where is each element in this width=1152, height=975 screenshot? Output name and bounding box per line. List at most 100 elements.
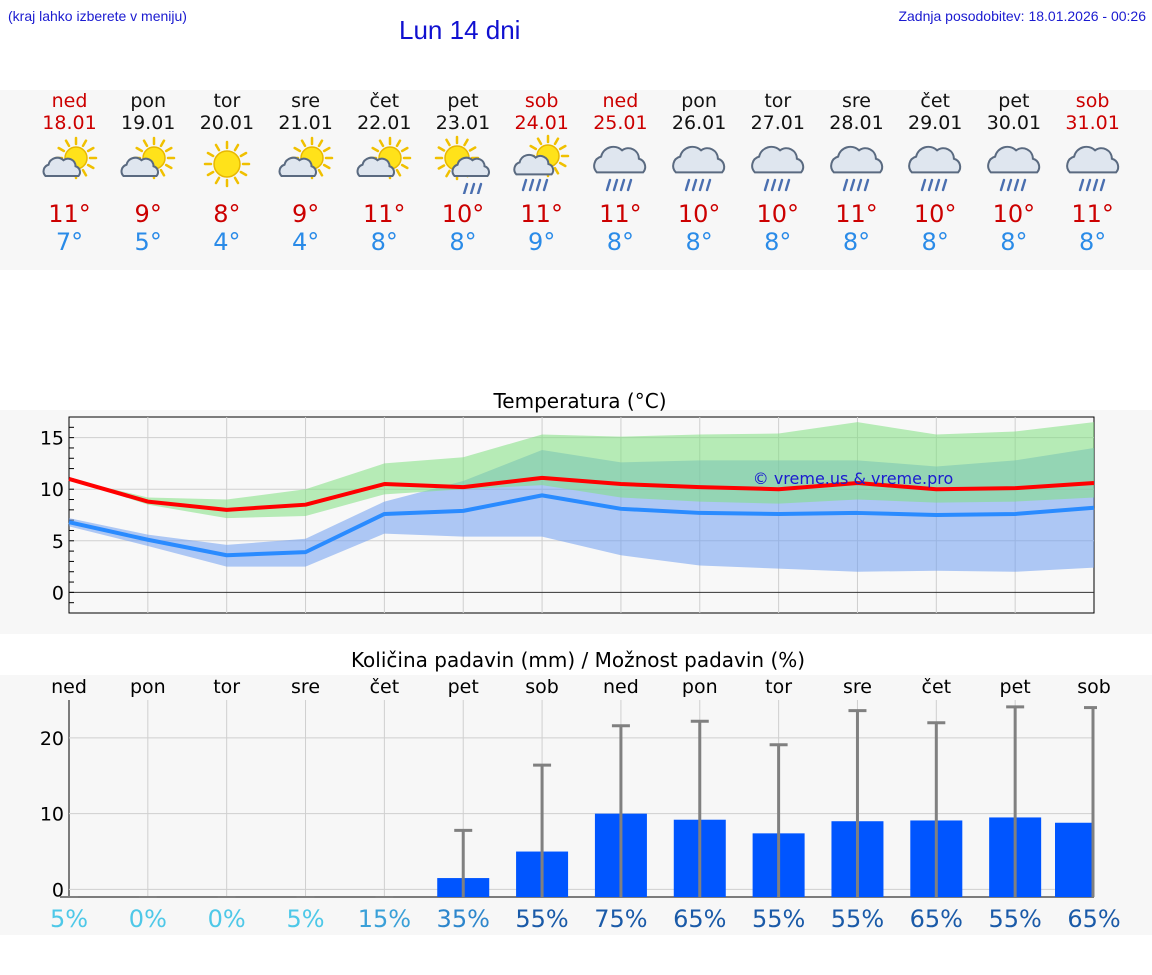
y-tick-label: 15 <box>40 428 64 450</box>
day-date: 22.01 <box>357 112 412 134</box>
day-name: tor <box>213 90 241 112</box>
temp-max: 11° <box>835 200 878 228</box>
x-day-label: tor <box>765 676 792 698</box>
x-day-label: sre <box>291 676 320 698</box>
precip-probability: 0% <box>208 905 246 933</box>
rain-cloud-icon <box>987 145 1041 192</box>
rain-cloud-icon <box>908 145 962 192</box>
day-name: tor <box>764 90 792 112</box>
temp-min: 8° <box>1078 228 1107 256</box>
rain-cloud-icon <box>750 145 804 192</box>
sun-cloud-icon <box>42 136 97 180</box>
rain-cloud-icon <box>593 145 647 192</box>
temp-min: 4° <box>213 228 241 256</box>
day-date: 30.01 <box>986 112 1042 134</box>
precip-probability: 5% <box>286 905 324 933</box>
daily-forecast-band <box>0 90 1152 270</box>
location-hint: (kraj lahko izberete v meniju) <box>8 8 187 24</box>
precip-probability: 15% <box>358 905 411 933</box>
temperature-chart-title: Temperatura (°C) <box>492 389 666 413</box>
x-day-label: ned <box>603 676 639 698</box>
day-name: pet <box>447 90 479 112</box>
max-temp-line <box>68 475 1095 512</box>
precip-probability: 65% <box>673 905 726 933</box>
precipitation-chart-title: Količina padavin (mm) / Možnost padavin … <box>351 648 805 672</box>
day-column: čet 29.01 10° 8° <box>896 90 975 256</box>
temp-min: 8° <box>764 228 792 256</box>
precip-probability: 0% <box>129 905 167 933</box>
precip-probability: 55% <box>752 905 805 933</box>
temp-max: 9° <box>291 200 320 228</box>
y-tick-label: 10 <box>40 804 64 826</box>
day-column: sob 31.01 11° 8° <box>1053 90 1132 256</box>
y-tick-label: 0 <box>52 582 64 604</box>
day-name: ned <box>51 90 88 112</box>
day-date: 29.01 <box>907 112 963 134</box>
day-column: pon 19.01 9° 5° <box>109 90 188 256</box>
precip-probability: 55% <box>988 905 1041 933</box>
day-column: ned 18.01 11° 7° <box>30 90 109 256</box>
temp-max: 10° <box>913 200 957 228</box>
day-name: sre <box>291 90 321 112</box>
rain-cloud-icon <box>829 145 883 192</box>
temp-max: 8° <box>213 200 241 228</box>
day-column: pet 30.01 10° 8° <box>974 90 1053 256</box>
day-name: sob <box>524 90 559 112</box>
sun-rain-icon <box>434 135 490 194</box>
min-temp-line <box>68 493 1095 558</box>
x-day-label: sob <box>525 676 559 698</box>
temp-min: 5° <box>134 228 162 256</box>
day-date: 24.01 <box>514 112 569 134</box>
day-name: čet <box>369 90 400 112</box>
day-column: ned 25.01 11° 8° <box>581 90 660 256</box>
day-date: 19.01 <box>120 112 176 134</box>
day-name: pet <box>998 90 1030 112</box>
y-tick-label: 0 <box>52 879 64 901</box>
rain-cloud-icon <box>672 145 726 192</box>
day-date: 20.01 <box>199 112 255 134</box>
day-column: sob 24.01 11° 9° <box>502 90 581 256</box>
y-tick-label: 5 <box>52 531 64 553</box>
temp-min: 9° <box>528 228 556 256</box>
temp-min: 8° <box>370 228 398 256</box>
sun-cloud-icon <box>120 136 176 180</box>
temp-min: 8° <box>606 228 635 256</box>
rain-cloud-icon <box>1065 145 1119 192</box>
day-column: sre 21.01 9° 4° <box>266 90 345 256</box>
temp-min: 8° <box>685 228 713 256</box>
max-range-band <box>69 422 1094 519</box>
day-column: sre 28.01 11° 8° <box>817 90 896 256</box>
precip-probability: 55% <box>515 905 568 933</box>
temp-max: 10° <box>756 200 800 228</box>
day-column: tor 27.01 10° 8° <box>738 90 817 256</box>
day-name: pon <box>681 90 717 112</box>
temp-max: 10° <box>677 200 721 228</box>
precip-probability: 35% <box>437 905 490 933</box>
day-column: čet 22.01 11° 8° <box>345 90 424 256</box>
day-date: 26.01 <box>671 112 727 134</box>
day-date: 18.01 <box>42 112 97 134</box>
day-name: ned <box>602 90 639 112</box>
day-date: 23.01 <box>435 112 491 134</box>
day-column: tor 20.01 8° 4° <box>187 90 266 256</box>
sun-cloud-rain-icon <box>513 134 569 192</box>
precipitation-chart: 0 10 20 ned pon tor sre čet pet sob ned pon tor sre če… <box>40 676 1121 933</box>
temp-min: 4° <box>291 228 320 256</box>
x-day-label: tor <box>213 676 240 698</box>
temp-min: 8° <box>449 228 477 256</box>
temp-max: 9° <box>134 200 162 228</box>
temp-max: 11° <box>520 200 563 228</box>
x-day-label: pet <box>448 676 479 698</box>
x-day-label: ned <box>51 676 87 698</box>
day-name: čet <box>920 90 950 112</box>
x-day-label: sre <box>843 676 872 698</box>
precip-probability: 65% <box>910 905 963 933</box>
temp-max: 11° <box>363 200 406 228</box>
day-date: 31.01 <box>1065 112 1120 134</box>
sun-icon <box>203 140 251 188</box>
day-date: 28.01 <box>829 112 884 134</box>
temp-max: 11° <box>48 200 91 228</box>
day-column: pon 26.01 10° 8° <box>660 90 739 256</box>
x-day-label: pon <box>130 676 166 698</box>
y-tick-label: 10 <box>40 479 64 501</box>
